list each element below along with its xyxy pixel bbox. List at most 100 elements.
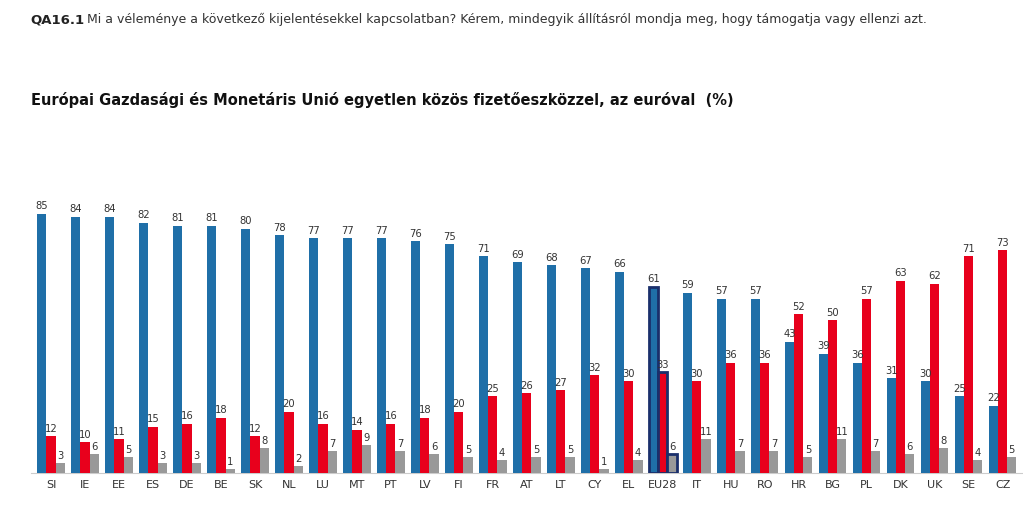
Bar — [497, 460, 506, 472]
Text: 4: 4 — [635, 448, 641, 458]
Bar — [837, 439, 846, 472]
Bar — [785, 342, 794, 472]
Bar — [794, 314, 803, 472]
Bar — [547, 266, 557, 472]
Text: 6: 6 — [431, 442, 437, 452]
Text: 77: 77 — [307, 226, 320, 236]
Text: 59: 59 — [681, 280, 694, 290]
Text: 71: 71 — [963, 244, 975, 254]
Bar — [693, 381, 702, 472]
Bar — [361, 445, 370, 472]
Bar — [939, 448, 948, 472]
Bar — [309, 238, 318, 472]
Bar — [115, 439, 124, 472]
Text: 63: 63 — [894, 268, 907, 278]
Text: 15: 15 — [146, 414, 160, 424]
Text: 11: 11 — [113, 427, 126, 437]
Bar — [736, 451, 745, 472]
Text: 39: 39 — [817, 341, 830, 351]
Text: 73: 73 — [996, 238, 1009, 248]
Bar — [148, 427, 158, 472]
Text: 18: 18 — [418, 405, 432, 415]
Bar — [514, 262, 523, 472]
Bar — [973, 460, 982, 472]
Text: 30: 30 — [623, 369, 635, 379]
Bar — [81, 442, 90, 473]
Bar — [55, 464, 64, 472]
Bar — [887, 378, 896, 472]
Bar — [72, 217, 81, 472]
Bar — [284, 412, 294, 472]
Bar — [828, 320, 837, 472]
Text: 43: 43 — [784, 329, 796, 339]
Bar — [751, 299, 760, 472]
Text: 69: 69 — [512, 250, 524, 260]
Text: 1: 1 — [601, 457, 608, 467]
Bar — [479, 256, 488, 472]
Text: 50: 50 — [827, 308, 839, 318]
Text: 57: 57 — [749, 287, 762, 297]
Text: 3: 3 — [57, 451, 63, 461]
Bar — [46, 436, 55, 473]
Text: 4: 4 — [975, 448, 981, 458]
Text: 22: 22 — [987, 393, 999, 403]
Text: 66: 66 — [613, 259, 626, 269]
Text: 62: 62 — [928, 271, 941, 281]
Text: 31: 31 — [885, 366, 898, 376]
Text: 85: 85 — [36, 201, 48, 211]
Bar — [566, 457, 575, 472]
Bar — [989, 405, 998, 472]
Bar — [182, 424, 191, 472]
Bar — [769, 451, 779, 472]
Text: 5: 5 — [533, 445, 539, 455]
Text: 8: 8 — [261, 436, 267, 446]
Text: 32: 32 — [588, 363, 602, 373]
Text: 57: 57 — [860, 287, 873, 297]
Text: 33: 33 — [657, 360, 669, 370]
Text: 5: 5 — [125, 445, 131, 455]
Bar — [819, 354, 828, 472]
Text: 6: 6 — [669, 442, 675, 452]
Text: 10: 10 — [79, 429, 91, 439]
Text: 68: 68 — [545, 253, 558, 263]
Bar — [1008, 457, 1017, 472]
Text: 67: 67 — [579, 256, 592, 266]
Text: 5: 5 — [1009, 445, 1015, 455]
Text: Európai Gazdasági és Monetáris Unió egyetlen közös fizetőeszközzel, az euróval  : Európai Gazdasági és Monetáris Unió egye… — [31, 92, 733, 108]
Bar — [454, 412, 463, 472]
Bar — [139, 223, 148, 472]
Text: 27: 27 — [554, 378, 567, 388]
Text: 5: 5 — [464, 445, 472, 455]
Text: 61: 61 — [648, 275, 660, 285]
Bar — [862, 299, 872, 472]
Text: 6: 6 — [906, 442, 913, 452]
Text: 84: 84 — [70, 204, 82, 214]
Text: 16: 16 — [181, 412, 193, 422]
Text: 81: 81 — [172, 214, 184, 224]
Text: 7: 7 — [873, 439, 879, 449]
Text: 7: 7 — [737, 439, 743, 449]
Text: 78: 78 — [273, 223, 286, 233]
Text: 5: 5 — [567, 445, 573, 455]
Bar — [667, 454, 676, 472]
Text: 1: 1 — [227, 457, 233, 467]
Bar — [343, 238, 352, 472]
Bar — [624, 381, 633, 472]
Bar — [191, 464, 201, 472]
Text: 16: 16 — [316, 412, 329, 422]
Text: 25: 25 — [953, 384, 966, 394]
Bar — [896, 281, 905, 472]
Bar — [702, 439, 711, 472]
Bar — [633, 460, 642, 472]
Bar — [531, 457, 540, 472]
Bar — [760, 363, 769, 472]
Text: 14: 14 — [351, 417, 363, 427]
Bar — [260, 448, 269, 472]
Text: 77: 77 — [342, 226, 354, 236]
Text: 2: 2 — [295, 454, 302, 464]
Bar — [241, 229, 251, 472]
Bar — [105, 217, 115, 472]
Bar — [905, 454, 915, 472]
Bar — [954, 396, 964, 472]
Text: 20: 20 — [452, 399, 465, 409]
